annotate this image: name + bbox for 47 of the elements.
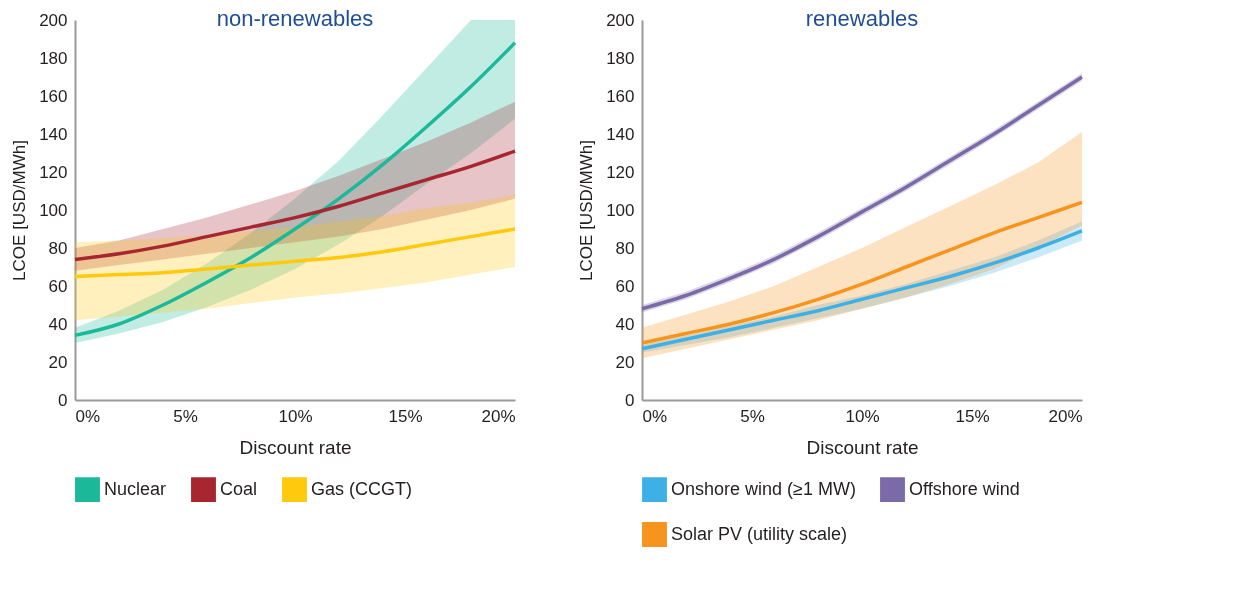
- y-tick-label: 200: [39, 10, 68, 30]
- x-tick-label: 20%: [1048, 406, 1083, 426]
- x-tick-label: 10%: [278, 406, 313, 426]
- line-series: [640, 200, 1084, 345]
- y-tick-label: 40: [48, 314, 68, 334]
- x-tick-label: 15%: [955, 406, 990, 426]
- line-series: [73, 149, 517, 262]
- y-axis-title: LCOE [USD/MWh]: [577, 140, 597, 281]
- y-tick-label: 20: [615, 352, 635, 372]
- legend-label: Nuclear: [104, 478, 167, 499]
- y-tick-label: 100: [606, 200, 635, 220]
- y-tick-label: 180: [39, 48, 68, 68]
- y-tick-label: 60: [615, 276, 635, 296]
- x-tick-label: 5%: [173, 406, 198, 426]
- y-tick-label: 100: [39, 200, 68, 220]
- y-tick-label: 40: [615, 314, 635, 334]
- x-axis-title: Discount rate: [239, 436, 352, 458]
- x-tick-label: 0%: [75, 406, 101, 426]
- y-tick-label: 0: [58, 390, 68, 410]
- y-tick-label: 80: [48, 238, 68, 258]
- y-tick-label: 60: [48, 276, 68, 296]
- y-axis-title: LCOE [USD/MWh]: [10, 140, 30, 281]
- legend-label: Gas (CCGT): [311, 478, 412, 499]
- line-series: [73, 227, 517, 279]
- y-tick-label: 200: [606, 10, 635, 30]
- legend-label: Offshore wind: [909, 478, 1020, 499]
- y-tick-label: 0: [625, 390, 635, 410]
- y-tick-label: 120: [606, 162, 635, 182]
- legend-label: Onshore wind (≥1 MW): [671, 478, 856, 499]
- y-tick-label: 160: [606, 86, 635, 106]
- y-tick-label: 180: [606, 48, 635, 68]
- chart-title: renewables: [805, 6, 919, 31]
- y-tick-label: 120: [39, 162, 68, 182]
- x-tick-label: 10%: [845, 406, 880, 426]
- x-tick-label: 15%: [388, 406, 423, 426]
- y-tick-label: 20: [48, 352, 68, 372]
- y-tick-label: 140: [606, 124, 635, 144]
- x-tick-label: 0%: [642, 406, 668, 426]
- x-tick-label: 5%: [740, 406, 765, 426]
- y-tick-label: 160: [39, 86, 68, 106]
- y-tick-label: 140: [39, 124, 68, 144]
- x-axis-title: Discount rate: [806, 436, 919, 458]
- legend-label: Solar PV (utility scale): [671, 523, 848, 544]
- legend-label: Coal: [220, 478, 258, 499]
- y-tick-label: 80: [615, 238, 635, 258]
- chart-title: non-renewables: [216, 6, 374, 31]
- x-tick-label: 20%: [481, 406, 516, 426]
